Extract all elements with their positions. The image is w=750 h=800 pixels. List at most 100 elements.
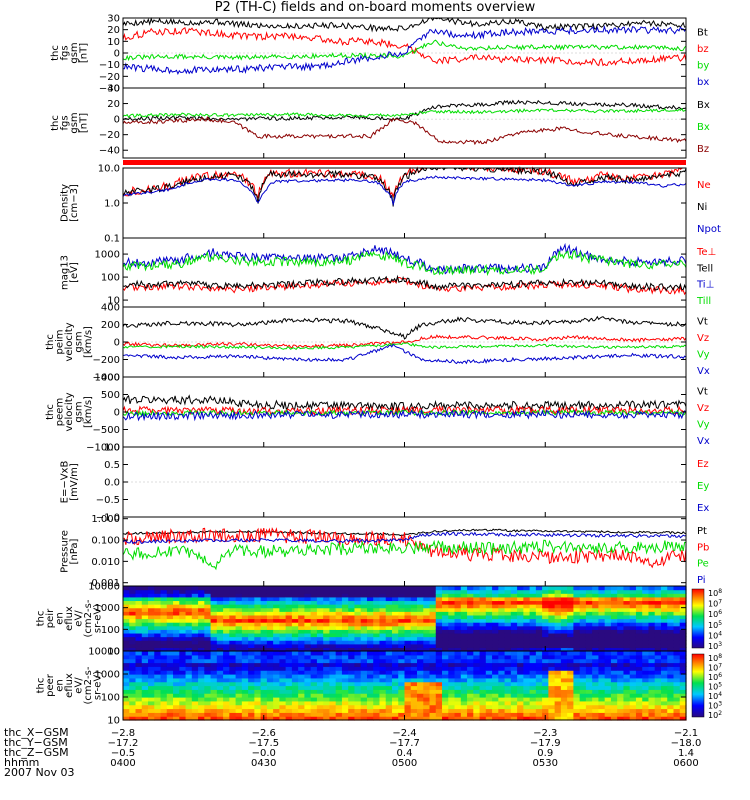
panel-8-cell-10-6 bbox=[185, 625, 193, 630]
panel-9-cell-3-7 bbox=[141, 689, 149, 694]
panel-8-cell-0-8 bbox=[123, 618, 130, 623]
panel-8-cell-46-5 bbox=[410, 629, 418, 634]
panel-9-cell-69-1 bbox=[554, 712, 562, 717]
panel-8-cell-58-8 bbox=[485, 618, 493, 623]
panel-9-cell-34-3 bbox=[335, 704, 343, 710]
panel-8-cell-33-11 bbox=[329, 607, 337, 612]
panel-9-cell-0-17 bbox=[123, 651, 130, 656]
panel-9-cell-82-5 bbox=[635, 697, 643, 702]
panel-8-cell-54-7 bbox=[460, 622, 468, 627]
panel-9-cell-33-15 bbox=[329, 658, 337, 664]
panel-9-cell-68-12 bbox=[548, 670, 556, 675]
panel-8-cell-40-7 bbox=[373, 622, 381, 627]
panel-9-cell-22-17 bbox=[260, 651, 268, 656]
panel-8-cell-52-17 bbox=[448, 586, 456, 591]
panel-8-cell-45-15 bbox=[404, 593, 412, 598]
panel-9-cell-76-4 bbox=[598, 700, 606, 706]
panel-9-cell-56-3 bbox=[473, 704, 481, 710]
panel-8-cell-43-5 bbox=[391, 629, 399, 634]
panel-9-cell-13-6 bbox=[204, 693, 212, 698]
panel-8-cell-44-3 bbox=[398, 636, 406, 641]
panel-8-cell-22-14 bbox=[260, 596, 268, 602]
panel-9-cell-82-0 bbox=[635, 716, 643, 721]
panel-8-cell-2-2 bbox=[135, 640, 143, 645]
panel-9-cell-88-11 bbox=[673, 674, 681, 679]
panel-9-cell-0-2 bbox=[123, 708, 130, 713]
panel-8-cell-56-0 bbox=[473, 647, 481, 652]
panel-9-cell-40-8 bbox=[373, 685, 381, 690]
panel-9-cell-54-11 bbox=[460, 674, 468, 679]
panel-8-cell-15-12 bbox=[216, 604, 224, 609]
panel-1-ylabel-0: thc bbox=[50, 115, 61, 131]
panel-9-cell-49-12 bbox=[429, 670, 437, 675]
panel-8-cell-73-2 bbox=[579, 640, 587, 645]
panel-9-cell-14-9 bbox=[210, 681, 218, 687]
panel-8-cell-51-0 bbox=[442, 647, 449, 652]
panel-8-cell-24-0 bbox=[273, 647, 280, 652]
panel-8-cell-10-16 bbox=[185, 589, 193, 594]
panel-8-cell-19-12 bbox=[241, 604, 249, 609]
panel-8-cell-69-9 bbox=[554, 614, 562, 620]
panel-8-cell-47-10 bbox=[417, 611, 424, 616]
panel-8-cell-36-15 bbox=[348, 593, 356, 598]
panel-9-cell-58-4 bbox=[485, 700, 493, 706]
panel-8-cell-48-8 bbox=[423, 618, 431, 623]
panel-9-cell-23-4 bbox=[266, 700, 274, 706]
panel-9-cell-57-10 bbox=[479, 677, 487, 683]
panel-9-cell-44-15 bbox=[398, 658, 406, 664]
panel-9-cell-19-16 bbox=[241, 654, 249, 660]
panel-9-cell-84-15 bbox=[648, 658, 656, 664]
panel-8-cell-81-13 bbox=[629, 600, 637, 605]
panel-8-cell-9-11 bbox=[179, 607, 187, 612]
panel-8-cell-79-0 bbox=[617, 647, 625, 652]
panel-8-cell-38-6 bbox=[360, 625, 368, 630]
panel-9-cell-11-7 bbox=[191, 689, 199, 694]
panel-9-cell-58-14 bbox=[485, 662, 493, 667]
panel-9-cell-66-3 bbox=[535, 704, 543, 710]
panel-8-cell-67-16 bbox=[542, 589, 549, 594]
panel-9-cell-1-9 bbox=[129, 681, 137, 687]
panel-8-cell-60-17 bbox=[498, 586, 506, 591]
footer-tick-0-0: −2.8 bbox=[111, 728, 135, 739]
panel-8-cell-82-11 bbox=[635, 607, 643, 612]
panel-9-cell-31-7 bbox=[316, 689, 324, 694]
panel-8-cell-77-0 bbox=[604, 647, 612, 652]
panel-8-cell-35-6 bbox=[341, 625, 349, 630]
panel-8-cell-70-10 bbox=[560, 611, 568, 616]
panel-9-cell-40-12 bbox=[373, 670, 381, 675]
panel-9-cell-77-5 bbox=[604, 697, 612, 702]
panel-8-cell-72-11 bbox=[573, 607, 581, 612]
panel-8-cell-61-5 bbox=[504, 629, 512, 634]
panel-8-cell-57-10 bbox=[479, 611, 487, 616]
panel-9-cell-70-8 bbox=[560, 685, 568, 690]
panel-9-cell-47-12 bbox=[417, 670, 424, 675]
panel-8-cell-7-9 bbox=[166, 614, 174, 620]
panel-8-cell-11-0 bbox=[191, 647, 199, 652]
panel-8-cell-13-6 bbox=[204, 625, 212, 630]
panel-8-cell-30-13 bbox=[310, 600, 318, 605]
panel-9-cell-26-4 bbox=[285, 700, 293, 706]
panel-8-cell-70-11 bbox=[560, 607, 568, 612]
panel-9-cell-25-8 bbox=[279, 685, 287, 690]
panel-8-cell-39-9 bbox=[366, 614, 374, 620]
panel-9-cell-4-13 bbox=[148, 666, 155, 671]
panel-8-cell-58-5 bbox=[485, 629, 493, 634]
panel-9-cell-72-11 bbox=[573, 674, 581, 679]
panel-8-cell-18-10 bbox=[235, 611, 243, 616]
panel-9-cell-24-4 bbox=[273, 700, 280, 706]
panel-9-cell-22-11 bbox=[260, 674, 268, 679]
panel-8-cell-3-17 bbox=[141, 586, 149, 591]
panel-9-cell-80-11 bbox=[623, 674, 631, 679]
panel-9-cell-27-2 bbox=[291, 708, 299, 713]
panel-8-cell-72-5 bbox=[573, 629, 581, 634]
panel-5-ytick-label-3: −500 bbox=[93, 425, 120, 436]
panel-8-cell-10-13 bbox=[185, 600, 193, 605]
panel-9-cell-54-12 bbox=[460, 670, 468, 675]
panel-9-cell-78-4 bbox=[610, 700, 618, 706]
panel-9-cell-53-0 bbox=[454, 716, 462, 721]
panel-8-cell-66-10 bbox=[535, 611, 543, 616]
panel-2-legend-2: Npot bbox=[697, 224, 721, 235]
panel-8-cell-3-5 bbox=[141, 629, 149, 634]
panel-8-cell-54-15 bbox=[460, 593, 468, 598]
panel-9-cell-47-1 bbox=[417, 712, 424, 717]
